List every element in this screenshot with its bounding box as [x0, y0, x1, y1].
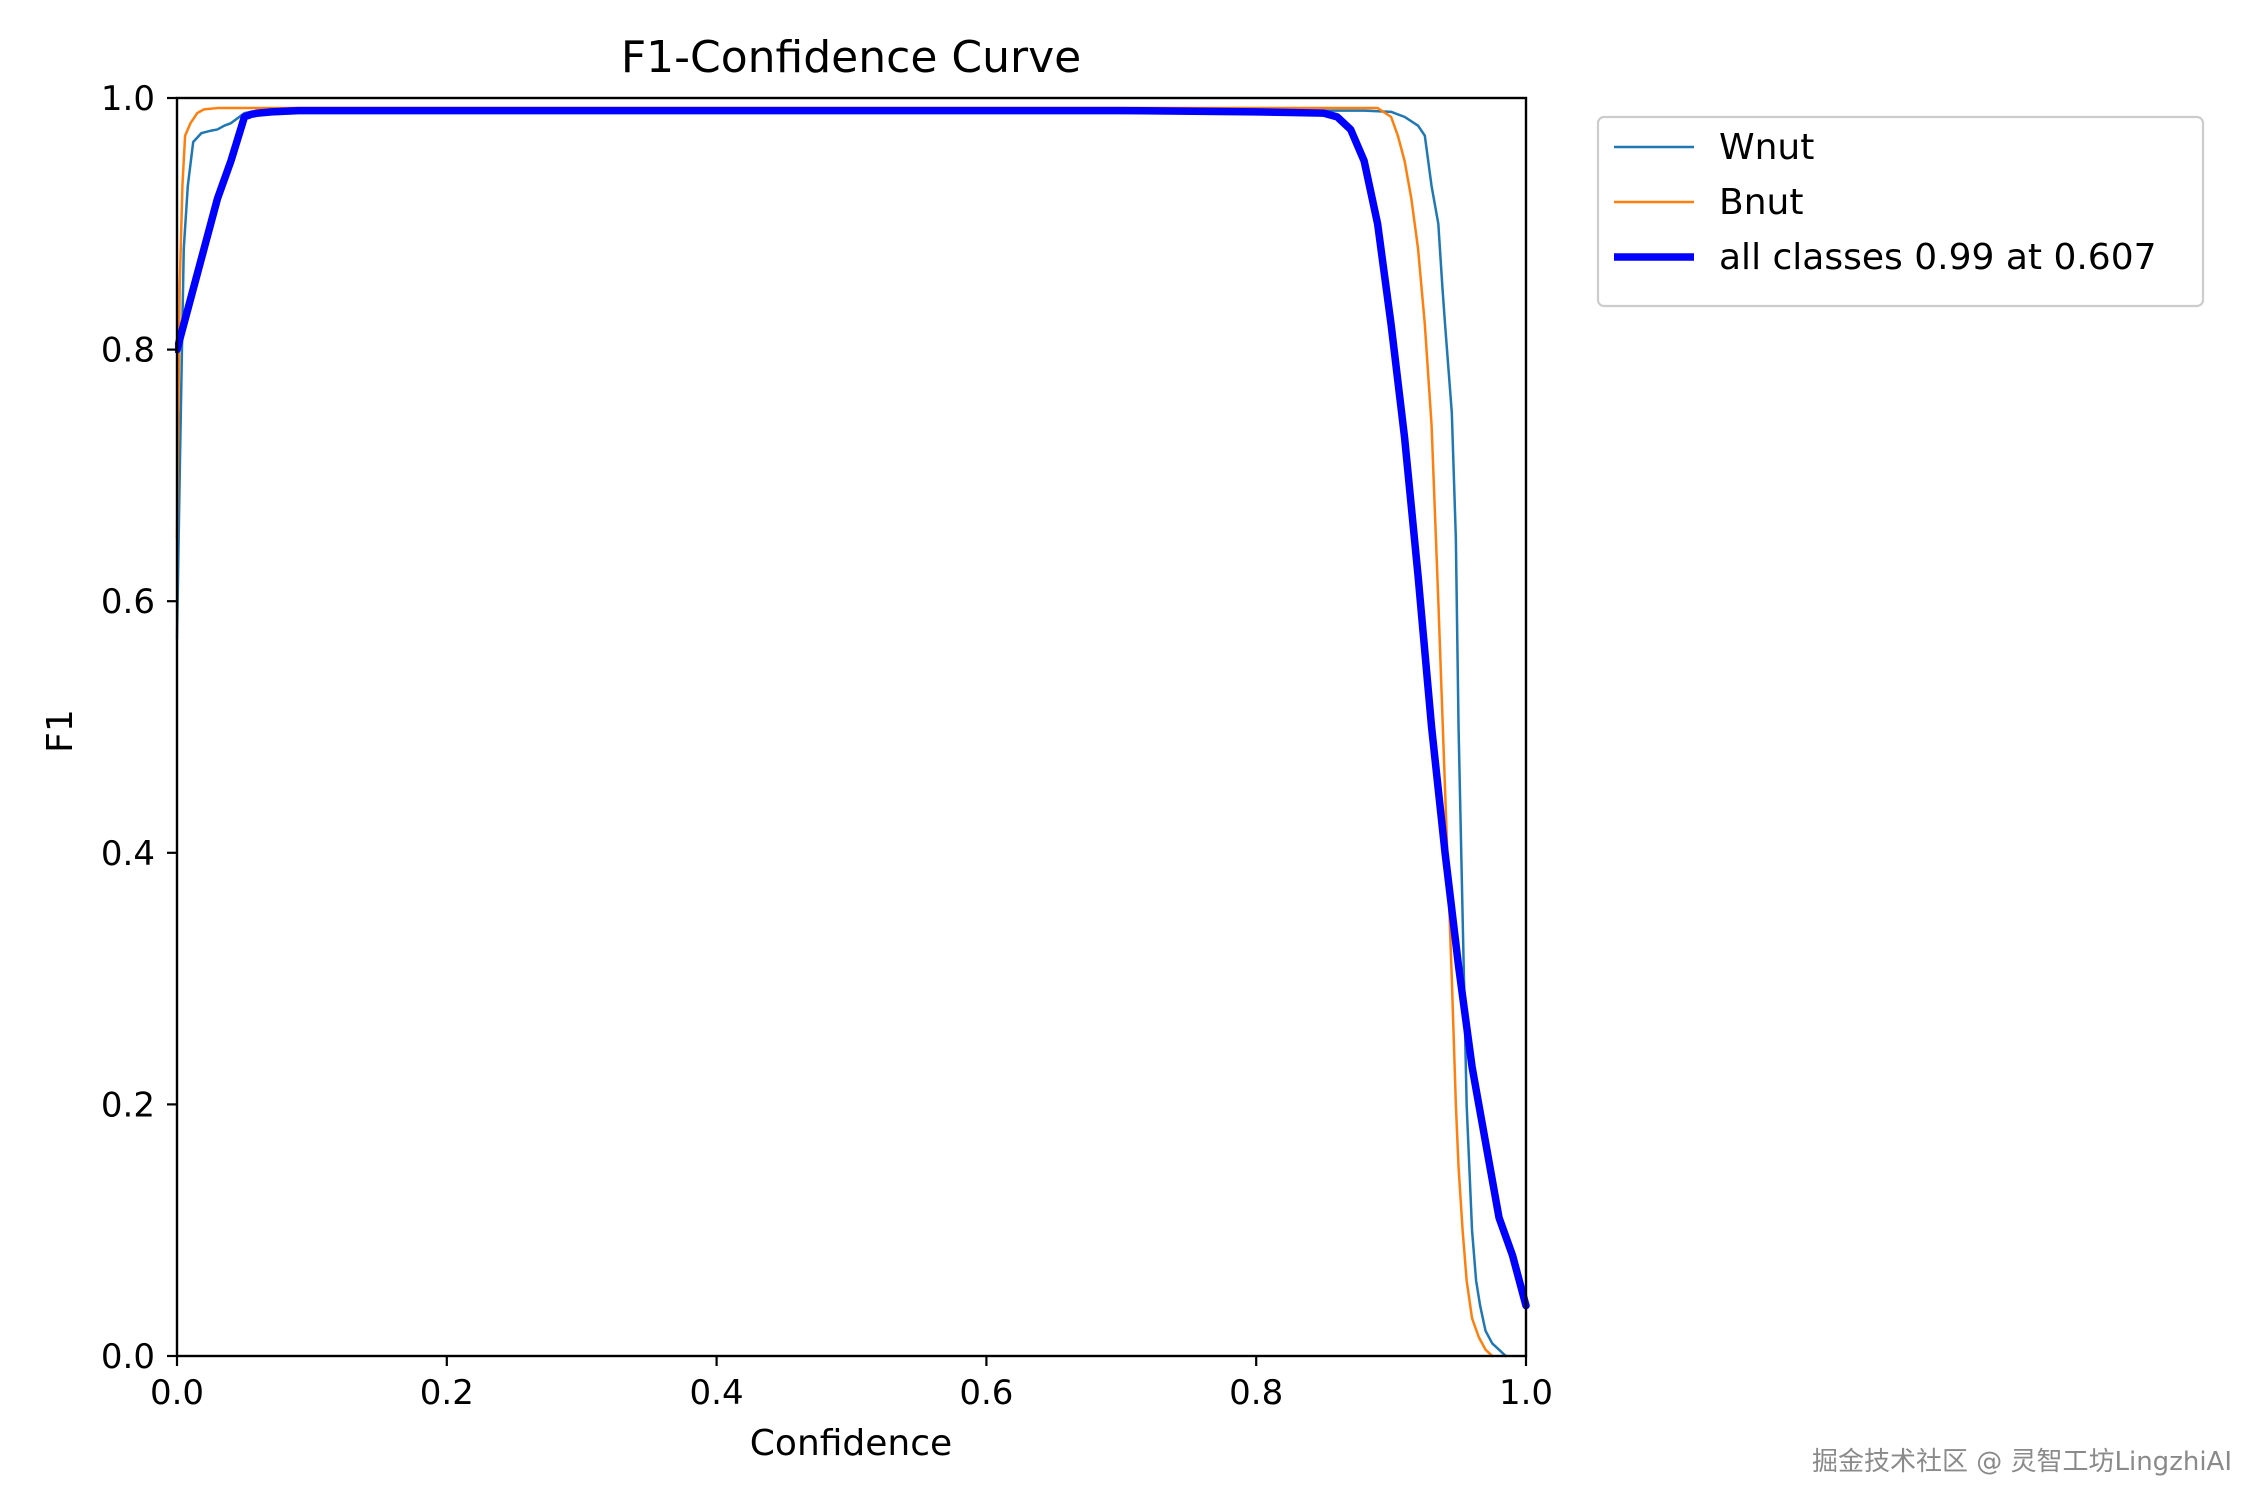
y-tick-label: 1.0 — [101, 79, 155, 119]
y-axis-label: F1 — [40, 709, 81, 753]
axes-frame — [175, 96, 1528, 1358]
y-tick-label: 0.6 — [101, 582, 155, 622]
series-line-bnut — [175, 106, 1494, 1358]
y-tick-label: 0.8 — [101, 331, 155, 371]
y-tick-label: 0.0 — [101, 1337, 155, 1377]
watermark-text: 掘金技术社区 @ 灵智工坊LingzhiAI — [1811, 1447, 2232, 1477]
chart-title: F1-Confidence Curve — [621, 32, 1081, 83]
plot-area: 0.0 0.2 0.4 0.6 0.8 1.0 0.0 0.2 0.4 0.6 0.8 1.0 — [101, 79, 1553, 1413]
legend: Wnut Bnut all classes 0.99 at 0.607 — [1596, 115, 2205, 308]
y-tick-label: 0.2 — [101, 1085, 155, 1125]
x-tick-label: 0.4 — [690, 1373, 744, 1413]
legend-label-bnut: Bnut — [1719, 182, 1803, 223]
legend-label-wnut: Wnut — [1719, 127, 1814, 168]
x-tick-label: 0.6 — [959, 1373, 1013, 1413]
x-tick-label: 0.2 — [420, 1373, 474, 1413]
x-axis-label: Confidence — [750, 1423, 952, 1464]
x-tick-label: 1.0 — [1499, 1373, 1553, 1413]
y-tick-label: 0.4 — [101, 834, 155, 874]
series-lines — [175, 106, 1530, 1358]
legend-label-all-classes-0-99-at-0-607: all classes 0.99 at 0.607 — [1719, 237, 2157, 278]
series-line-all-classes-0-99-at-0-607 — [175, 106, 1530, 1310]
x-tick-label: 0.0 — [150, 1373, 204, 1413]
x-tick-label: 0.8 — [1229, 1373, 1283, 1413]
legend-box — [1596, 115, 2205, 308]
